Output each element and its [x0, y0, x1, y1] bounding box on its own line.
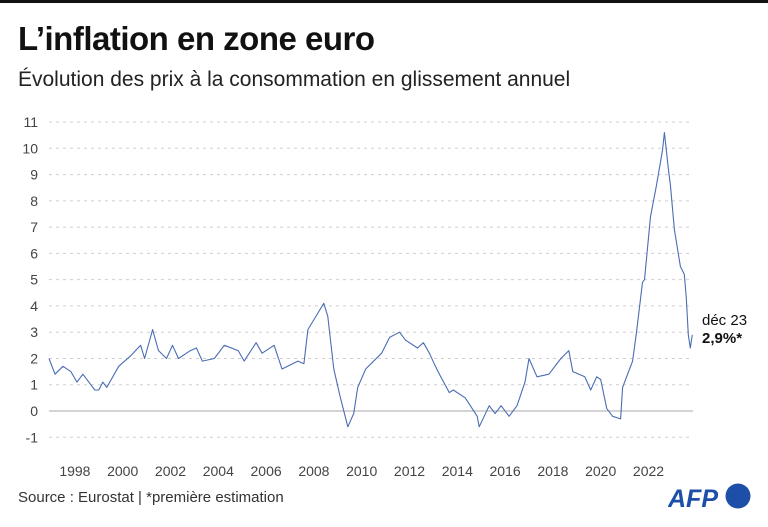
annotation-value: 2,9%*: [702, 330, 742, 347]
x-tick-label: 2014: [442, 463, 473, 479]
x-tick-label: 2012: [394, 463, 425, 479]
top-border: [0, 0, 768, 3]
svg-text:AFP: AFP: [668, 485, 718, 513]
x-tick-label: 2022: [633, 463, 664, 479]
y-tick-label: 2: [30, 350, 38, 366]
y-tick-label: 7: [30, 219, 38, 235]
x-tick-label: 2006: [251, 463, 282, 479]
x-tick-label: 2008: [298, 463, 329, 479]
y-tick-label: 0: [30, 403, 38, 419]
y-tick-label: 5: [30, 272, 38, 288]
x-tick-label: 2002: [155, 463, 186, 479]
y-tick-label: 1: [30, 377, 38, 393]
y-tick-label: 11: [23, 114, 38, 130]
x-tick-label: 2016: [490, 463, 521, 479]
afp-logo: AFP: [668, 483, 751, 513]
y-tick-label: 10: [22, 140, 38, 156]
source-note: Source : Eurostat | *première estimation: [18, 489, 284, 506]
x-tick-label: 2010: [346, 463, 377, 479]
y-tick-label: 3: [30, 324, 38, 340]
x-tick-label: 2018: [537, 463, 568, 479]
annotation-date: déc 23: [702, 312, 747, 329]
y-tick-label: 9: [30, 167, 38, 183]
y-tick-label: 8: [30, 193, 38, 209]
x-tick-label: 1998: [59, 463, 90, 479]
x-tick-label: 2004: [203, 463, 234, 479]
inflation-series-line: [48, 131, 693, 428]
chart-title: L’inflation en zone euro: [18, 20, 375, 57]
x-tick-label: 2020: [585, 463, 616, 479]
x-tick-label: 2000: [107, 463, 138, 479]
y-tick-label: -1: [26, 429, 39, 445]
y-tick-label: 4: [30, 298, 38, 314]
chart-subtitle: Évolution des prix à la consommation en …: [18, 68, 571, 91]
y-tick-label: 6: [30, 245, 38, 261]
